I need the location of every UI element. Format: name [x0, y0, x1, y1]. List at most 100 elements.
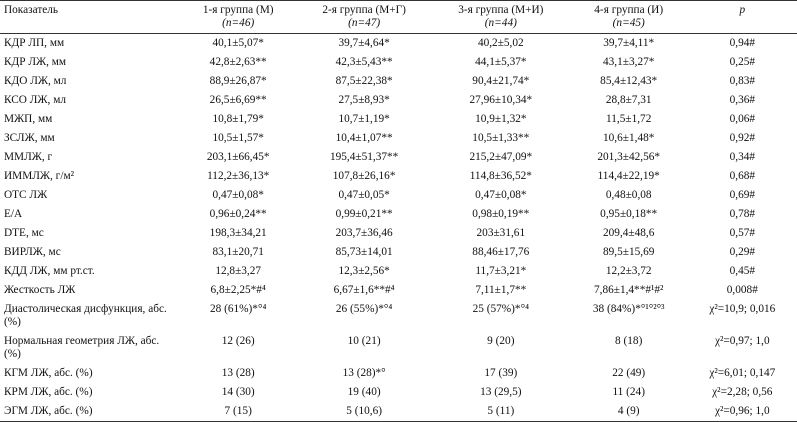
- value-cell: 0,95±0,18**: [600, 208, 658, 220]
- value-cell: 25 (57%)*°⁴: [472, 303, 530, 315]
- value-cell: 0,008#: [726, 284, 758, 296]
- value-cell: 0,92#: [729, 132, 756, 144]
- table-row: КДР ЛП, мм 40,1±5,07* 39,7±4,64* 40,2±5,02 3…: [0, 34, 797, 54]
- value-cell: 26,5±6,69**: [209, 94, 267, 106]
- value-cell: 89,5±15,69: [603, 246, 655, 258]
- value-cell: 39,7±4,11*: [603, 37, 655, 49]
- value-cell: 42,3±5,43**: [335, 56, 393, 68]
- value-cell: 0,78#: [729, 208, 756, 220]
- value-cell: 0,98±0,19**: [472, 208, 530, 220]
- value-cell: 12 (26): [221, 335, 255, 347]
- value-cell: 7,86±1,4**#¹#²: [593, 284, 664, 296]
- value-cell: 90,4±21,74*: [472, 75, 530, 87]
- value-cell: 198,3±34,21: [209, 227, 267, 239]
- header-cell: 3-я группа (М+И) (n=44): [432, 1, 570, 34]
- value-cell: 88,46±17,76: [472, 246, 530, 258]
- value-cell: 201,3±42,56*: [597, 151, 661, 163]
- value-cell: 6,8±2,25*#⁴: [210, 284, 266, 296]
- value-cell: 28,8±7,31: [605, 94, 652, 106]
- value-cell: 114,4±22,19*: [597, 170, 660, 182]
- value-cell: 11 (24): [612, 386, 645, 398]
- value-cell: 11,5±1,72: [606, 113, 652, 125]
- value-cell: 7,11±1,7**: [475, 284, 527, 296]
- table-row: КДР ЛЖ, мм 42,8±2,63** 42,3±5,43** 44,1±5,3…: [0, 53, 797, 72]
- value-cell: 13 (29,5): [480, 386, 522, 398]
- table-row: ЭГМ ЛЖ, абс. (%) 7 (15) 5 (10,6) 5 (11) 4 (9…: [0, 402, 797, 422]
- header-text: 3-я группа (М+И): [458, 4, 544, 16]
- value-cell: 0,96±0,24**: [209, 208, 267, 220]
- value-cell: 87,5±22,38*: [335, 75, 393, 87]
- value-cell: χ²=6,01; 0,147: [709, 367, 776, 379]
- table-row: ЗСЛЖ, мм 10,5±1,57* 10,4±1,07** 10,5±1,33**…: [0, 129, 797, 148]
- table-row: ММЛЖ, г 203,1±66,45* 195,4±51,37** 215,2±47…: [0, 148, 797, 167]
- value-cell: 12,2±3,72: [605, 265, 652, 277]
- value-cell: 203,7±36,46: [335, 227, 393, 239]
- value-cell: 17 (39): [484, 367, 518, 379]
- value-cell: 114,8±36,52*: [469, 170, 532, 182]
- header-text: p: [739, 4, 746, 16]
- row-label: КДД ЛЖ, мм рт.ст.: [4, 265, 95, 277]
- value-cell: 0,57#: [729, 227, 756, 239]
- value-cell: χ²=0,96; 1,0: [715, 405, 770, 417]
- value-cell: χ²=2,28; 0,56: [712, 386, 773, 398]
- header-row: Показатель 1-я группа (М) (n=46) 2-я группа…: [0, 0, 797, 34]
- value-cell: 0,48±0,08: [605, 189, 652, 201]
- value-cell: 9 (20): [487, 335, 515, 347]
- table-row: КДО ЛЖ, мл 88,9±26,87* 87,5±22,38* 90,4±21,…: [0, 72, 797, 91]
- header-text: Показатель: [4, 4, 59, 16]
- value-cell: 195,4±51,37**: [329, 151, 399, 163]
- value-cell: 10,8±1,79*: [212, 113, 264, 125]
- value-cell: 0,25#: [729, 56, 756, 68]
- group-size: (n=47): [348, 17, 381, 29]
- row-label: ИММЛЖ, г/м²: [4, 170, 74, 182]
- row-label: ММЛЖ, г: [4, 151, 53, 163]
- value-cell: 19 (40): [347, 386, 381, 398]
- value-cell: 44,1±5,37*: [475, 56, 527, 68]
- header-text: 4-я группа (И): [594, 4, 664, 16]
- value-cell: 0,83#: [729, 75, 756, 87]
- header-cell: 1-я группа (М) (n=46): [180, 1, 296, 34]
- group-size: (n=46): [222, 17, 255, 29]
- value-cell: 12,8±3,27: [215, 265, 262, 277]
- table-row: Жесткость ЛЖ 6,8±2,25*#⁴ 6,67±1,6**#⁴ 7,11±…: [0, 281, 797, 300]
- row-label: ВИРЛЖ, мс: [4, 246, 61, 258]
- value-cell: 215,2±47,09*: [469, 151, 533, 163]
- row-label: ЭГМ ЛЖ, абс. (%): [4, 405, 93, 417]
- row-label: Жесткость ЛЖ: [4, 284, 76, 296]
- value-cell: 7 (15): [224, 405, 252, 417]
- value-cell: 10,6±1,48*: [603, 132, 655, 144]
- table-row: Диастолическая дисфункция, абс. (%) 28 (6…: [0, 300, 797, 332]
- value-cell: 10,7±1,19*: [338, 113, 390, 125]
- value-cell: 13 (28): [221, 367, 255, 379]
- value-cell: 39,7±4,64*: [338, 37, 390, 49]
- value-cell: χ²=10,9; 0,016: [709, 303, 776, 315]
- header-cell: Показатель: [0, 1, 180, 34]
- row-label: Е/А: [4, 208, 23, 220]
- value-cell: 0,94#: [729, 37, 756, 49]
- value-cell: 107,8±26,16*: [332, 170, 396, 182]
- value-cell: 0,68#: [729, 170, 756, 182]
- value-cell: 43,1±3,27*: [603, 56, 655, 68]
- value-cell: 10,9±1,32*: [475, 113, 527, 125]
- table-row: КРМ ЛЖ, абс. (%) 14 (30) 19 (40) 13 (29,5) 1…: [0, 383, 797, 402]
- value-cell: 0,47±0,08*: [212, 189, 264, 201]
- value-cell: 4 (9): [617, 405, 640, 417]
- value-cell: 13 (28)*°: [342, 367, 386, 379]
- header-cell: p: [688, 1, 797, 34]
- value-cell: 0,34#: [729, 151, 756, 163]
- value-cell: 0,99±0,21**: [335, 208, 393, 220]
- group-size: (n=44): [484, 17, 517, 29]
- value-cell: 88,9±26,87*: [209, 75, 267, 87]
- table-row: КДД ЛЖ, мм рт.ст. 12,8±3,27 12,3±2,56* 11,7…: [0, 262, 797, 281]
- value-cell: 22 (49): [612, 367, 646, 379]
- header-cell: 4-я группа (И) (n=45): [570, 1, 688, 34]
- value-cell: 0,06#: [729, 113, 756, 125]
- table-row: Е/А 0,96±0,24** 0,99±0,21** 0,98±0,19** 0,95…: [0, 205, 797, 224]
- row-label: ОТС ЛЖ: [4, 189, 48, 201]
- value-cell: 11,7±3,21*: [475, 265, 527, 277]
- value-cell: 10,5±1,33**: [472, 132, 530, 144]
- row-label: ЗСЛЖ, мм: [4, 132, 55, 144]
- row-label: КСО ЛЖ, мл: [4, 94, 66, 106]
